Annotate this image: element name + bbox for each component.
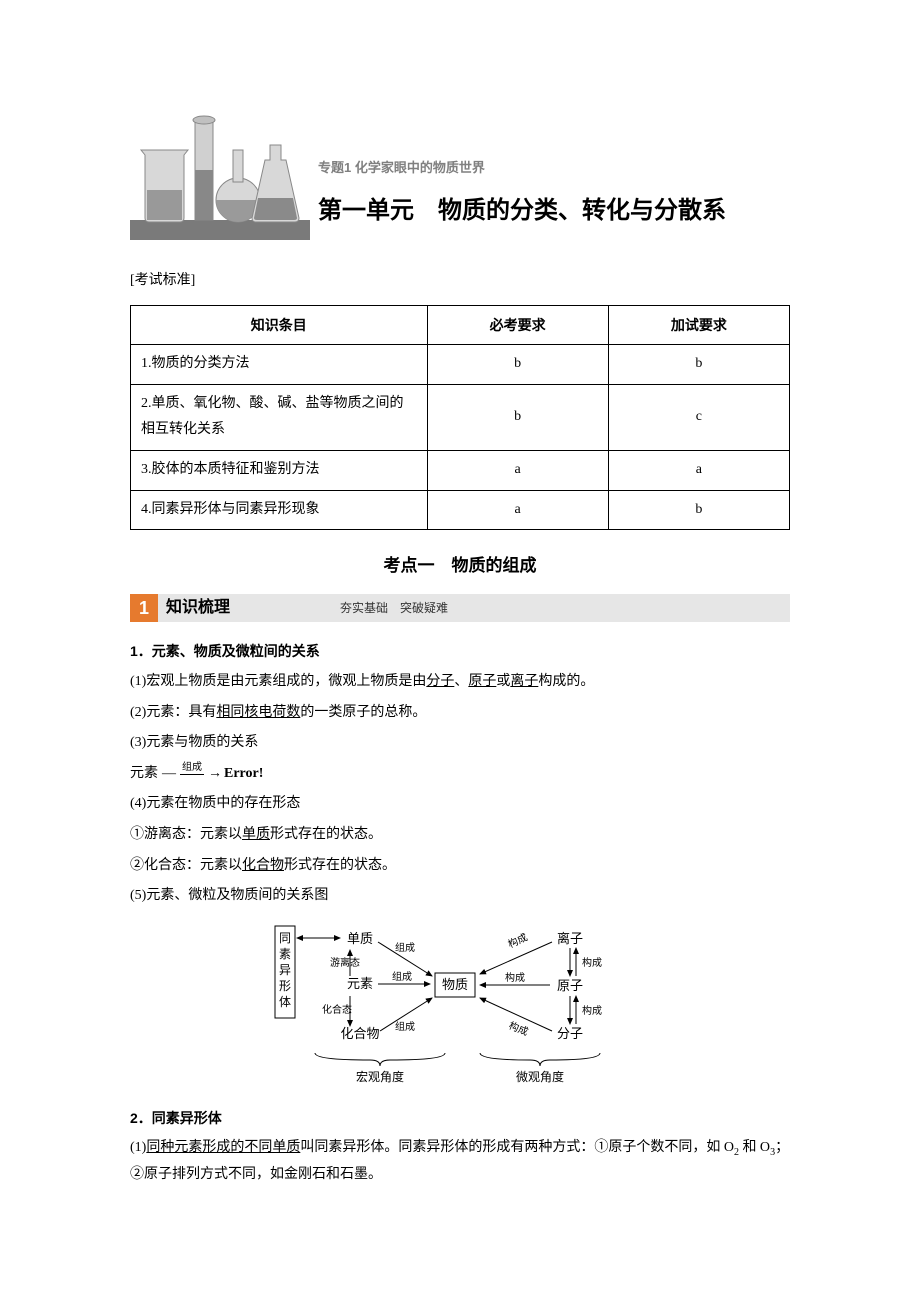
table-cell-req1: b bbox=[427, 345, 608, 385]
table-cell-req1: a bbox=[427, 490, 608, 530]
svg-text:构成: 构成 bbox=[582, 956, 602, 969]
section-number-box: 1 bbox=[130, 594, 158, 622]
table-cell-req1: a bbox=[427, 450, 608, 490]
svg-text:离子: 离子 bbox=[557, 931, 583, 946]
element-formula: 元素 — 组成 → Error! bbox=[130, 761, 790, 788]
kaodian-title: 考点一 物质的组成 bbox=[130, 550, 790, 582]
svg-text:物质: 物质 bbox=[442, 977, 468, 992]
table-cell-item: 4.同素异形体与同素异形现象 bbox=[131, 490, 428, 530]
requirements-table: 知识条目 必考要求 加试要求 1.物质的分类方法bb2.单质、氧化物、酸、碱、盐… bbox=[130, 305, 790, 531]
svg-text:微观角度: 微观角度 bbox=[516, 1069, 564, 1084]
svg-text:化合物: 化合物 bbox=[340, 1026, 379, 1041]
table-cell-req2: b bbox=[608, 490, 789, 530]
section-bar-title: 知识梳理 bbox=[166, 593, 230, 623]
p-1-3: (3)元素与物质的关系 bbox=[130, 730, 790, 757]
svg-text:宏观角度: 宏观角度 bbox=[356, 1069, 404, 1084]
heading-1: 1．元素、物质及微粒间的关系 bbox=[130, 638, 790, 665]
svg-text:组成: 组成 bbox=[395, 941, 415, 954]
svg-text:同素异形体: 同素异形体 bbox=[279, 931, 291, 1009]
svg-text:组成: 组成 bbox=[392, 970, 412, 983]
p-1-1: (1)宏观上物质是由元素组成的，微观上物质是由分子、原子或离子构成的。 bbox=[130, 669, 790, 696]
p-1-4: (4)元素在物质中的存在形态 bbox=[130, 791, 790, 818]
test-standard-label: [考试标准] bbox=[130, 268, 790, 295]
table-cell-req2: c bbox=[608, 384, 789, 450]
svg-text:构成: 构成 bbox=[582, 1004, 602, 1017]
svg-text:元素: 元素 bbox=[347, 976, 373, 991]
svg-text:游离态: 游离态 bbox=[330, 956, 360, 969]
svg-text:构成: 构成 bbox=[506, 930, 530, 950]
svg-text:分子: 分子 bbox=[557, 1026, 583, 1041]
svg-text:原子: 原子 bbox=[557, 978, 583, 993]
section-bar-sub: 夯实基础 突破疑难 bbox=[340, 597, 448, 620]
table-cell-item: 1.物质的分类方法 bbox=[131, 345, 428, 385]
p-1-4-2: ②化合态：元素以化合物形式存在的状态。 bbox=[130, 853, 790, 880]
unit-title: 第一单元 物质的分类、转化与分散系 bbox=[318, 188, 726, 234]
table-cell-req1: b bbox=[427, 384, 608, 450]
th-item: 知识条目 bbox=[131, 305, 428, 345]
p-2-1: (1)同种元素形成的不同单质叫同素异形体。同素异形体的形成有两种方式：①原子个数… bbox=[130, 1135, 790, 1188]
svg-text:组成: 组成 bbox=[395, 1020, 415, 1033]
table-cell-req2: b bbox=[608, 345, 789, 385]
knowledge-section-bar: 1 知识梳理 夯实基础 突破疑难 bbox=[130, 594, 790, 622]
table-cell-item: 3.胶体的本质特征和鉴别方法 bbox=[131, 450, 428, 490]
p-1-5: (5)元素、微粒及物质间的关系图 bbox=[130, 883, 790, 910]
th-req2: 加试要求 bbox=[608, 305, 789, 345]
table-cell-req2: a bbox=[608, 450, 789, 490]
th-req1: 必考要求 bbox=[427, 305, 608, 345]
p-1-4-1: ①游离态：元素以单质形式存在的状态。 bbox=[130, 822, 790, 849]
svg-text:构成: 构成 bbox=[507, 1019, 530, 1039]
p-1-2: (2)元素：具有相同核电荷数的一类原子的总称。 bbox=[130, 700, 790, 727]
svg-text:单质: 单质 bbox=[347, 931, 373, 946]
lab-glassware-illustration bbox=[130, 100, 310, 240]
relation-diagram: 同素异形体 单质 元素 化合物 物质 离子 原子 分子 游离态 化合态 组成 组… bbox=[270, 918, 650, 1093]
table-cell-item: 2.单质、氧化物、酸、碱、盐等物质之间的相互转化关系 bbox=[131, 384, 428, 450]
topic-subtitle: 专题1 化学家眼中的物质世界 bbox=[318, 156, 726, 181]
svg-text:构成: 构成 bbox=[505, 971, 525, 984]
heading-2: 2．同素异形体 bbox=[130, 1105, 790, 1132]
svg-text:化合态: 化合态 bbox=[322, 1003, 352, 1016]
